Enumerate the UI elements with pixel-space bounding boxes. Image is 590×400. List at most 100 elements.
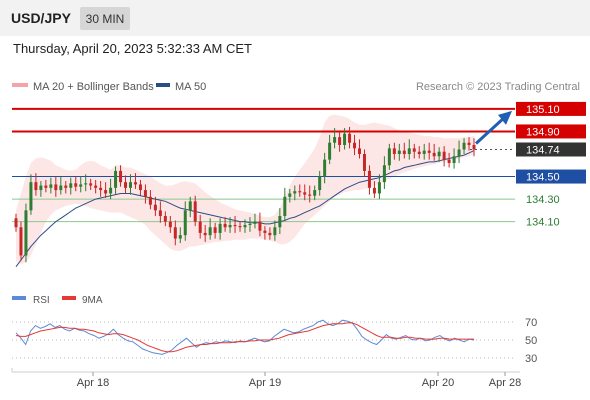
candle-body [258, 221, 262, 231]
candle-body [84, 183, 88, 185]
rsi-tick-30: 30 [525, 353, 537, 365]
candle-body [94, 185, 98, 188]
legend-swatch-rsi [12, 296, 26, 300]
candle-body [59, 185, 63, 191]
candle-body [472, 144, 476, 150]
candle-body [19, 227, 23, 256]
candle-body [243, 225, 247, 228]
candle-body [178, 235, 182, 239]
legend-label-9ma: 9MA [82, 295, 103, 306]
candle-body [114, 170, 118, 188]
interval-button[interactable]: 30 MIN [80, 7, 130, 30]
candle-body [193, 201, 197, 222]
candle-body [218, 223, 222, 233]
candle-body [362, 154, 366, 171]
candle-body [228, 225, 232, 228]
candle-body [148, 196, 152, 205]
candle-body [183, 210, 187, 236]
candle-body [387, 148, 391, 166]
candle-body [382, 165, 386, 183]
candle-body [278, 216, 282, 228]
level-box-134.90 [516, 124, 586, 139]
candle-body [377, 182, 381, 194]
candle-body [248, 223, 252, 226]
candle-body [133, 182, 137, 185]
candle-body [198, 221, 202, 233]
candle-body [283, 196, 287, 216]
candle-body [293, 191, 297, 194]
legend-label-rsi: RSI [33, 295, 50, 306]
candle-body [323, 159, 327, 177]
bollinger-band [16, 114, 474, 265]
candle-body [89, 183, 93, 186]
candle-body [14, 218, 18, 228]
candle-body [442, 151, 446, 160]
rsi-tick-70: 70 [525, 317, 537, 329]
candle-body [263, 230, 267, 233]
level-label-134.30: 134.30 [526, 194, 560, 206]
candle-body [318, 176, 322, 191]
level-label-135.10: 135.10 [526, 104, 560, 116]
candle-body [208, 227, 212, 236]
candle-body [99, 187, 103, 191]
legend-label-ma50: MA 50 [175, 81, 206, 93]
candle-body [54, 184, 58, 191]
candle-body [129, 182, 132, 188]
candle-body [268, 232, 272, 236]
candle-body [74, 183, 78, 187]
candle-body [402, 150, 406, 154]
candle-body [203, 232, 207, 236]
candle-body [64, 185, 68, 188]
chart-header: USD/JPY 30 MIN [0, 0, 590, 36]
x-tick-label-3: Apr 28 [489, 377, 521, 389]
candle-body [119, 170, 123, 183]
candle-body [338, 137, 342, 145]
candle-body [417, 151, 421, 154]
candle-body [328, 142, 332, 160]
candle-body [343, 133, 347, 145]
candle-body [233, 225, 237, 227]
x-tick-label-0: Apr 18 [77, 377, 109, 389]
candle-body [308, 194, 312, 196]
x-tick-label-1: Apr 19 [249, 377, 281, 389]
candle-body [163, 216, 167, 222]
level-label-134.10: 134.10 [526, 217, 560, 229]
candle-body [188, 201, 192, 211]
candle-body [49, 184, 53, 188]
rsi-tick-50: 50 [525, 335, 537, 347]
legend-label-bollinger: MA 20 + Bollinger Bands [33, 81, 154, 93]
level-label-134.50: 134.50 [526, 172, 560, 184]
candle-body [273, 227, 277, 236]
candle-body [457, 149, 461, 157]
forecast-arrow [474, 116, 506, 145]
level-box-135.10 [516, 101, 586, 116]
candle-body [447, 159, 451, 164]
candle-body [173, 227, 177, 239]
candle-body [288, 193, 292, 197]
forecast-arrow-head [498, 110, 512, 125]
candle-body [412, 148, 416, 152]
candle-body [44, 185, 48, 188]
candle-body [39, 185, 43, 191]
candle-body [348, 133, 352, 143]
candle-body [432, 152, 436, 157]
rsi-9ma-line [15, 322, 474, 353]
candle-body [333, 137, 337, 143]
candle-body [313, 190, 317, 196]
candle-body [24, 210, 28, 256]
candle-body [223, 223, 227, 228]
candle-body [392, 148, 396, 154]
candle-body [213, 227, 217, 233]
candle-body [367, 170, 371, 188]
candle-body [358, 148, 361, 154]
candle-body [109, 187, 113, 194]
candle-body [79, 184, 83, 187]
candle-body [158, 210, 162, 216]
level-box-134.50 [516, 169, 586, 184]
candle-body [397, 150, 401, 154]
candle-body [427, 150, 431, 153]
candle-body [452, 156, 456, 164]
candle-body [372, 187, 376, 194]
candle-body [153, 204, 157, 211]
